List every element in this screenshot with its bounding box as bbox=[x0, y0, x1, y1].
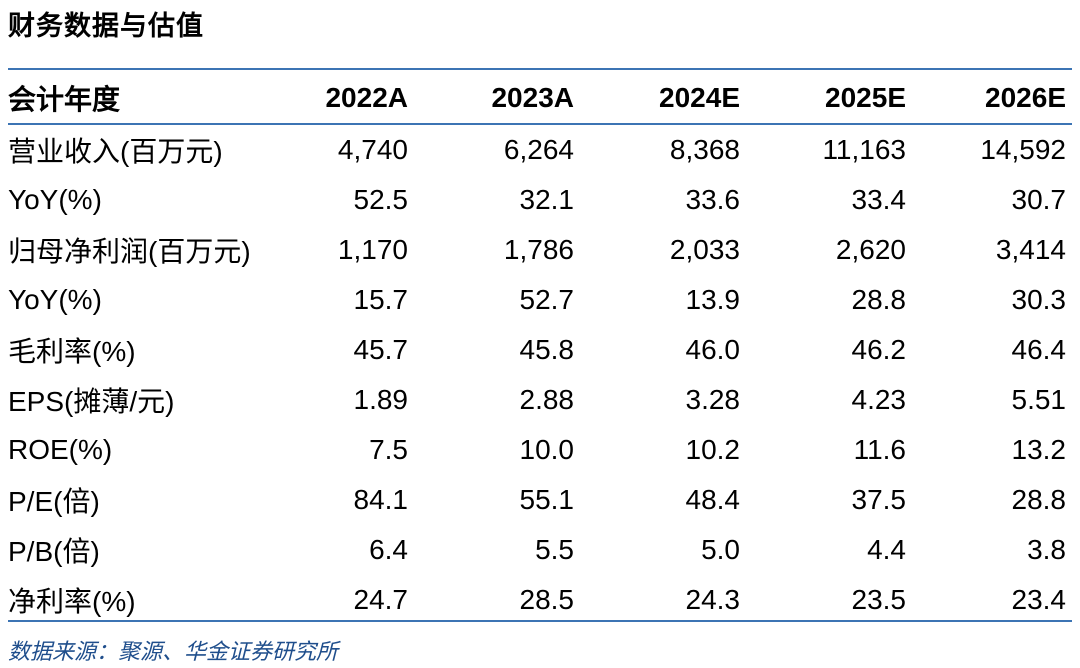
table-cell: 33.4 bbox=[851, 184, 907, 215]
table-row: 归母净利润(百万元) 1,170 1,786 2,033 2,620 3,414 bbox=[8, 225, 1072, 275]
row-label: 归母净利润(百万元) bbox=[8, 236, 251, 267]
table-cell: 5.0 bbox=[701, 534, 740, 565]
table-cell: 32.1 bbox=[519, 184, 575, 215]
row-label: P/E(倍) bbox=[8, 486, 100, 517]
row-label: 毛利率(%) bbox=[8, 336, 136, 367]
table-cell: 2.88 bbox=[519, 384, 575, 415]
header-year: 2025E bbox=[740, 72, 906, 125]
bottom-rule bbox=[8, 620, 1072, 622]
table-cell: 28.8 bbox=[1011, 484, 1067, 515]
table-cell: 4.4 bbox=[867, 534, 906, 565]
row-label: YoY(%) bbox=[8, 184, 102, 215]
table-cell: 46.0 bbox=[685, 334, 741, 365]
table-title: 财务数据与估值 bbox=[8, 11, 204, 42]
table-cell: 52.5 bbox=[353, 184, 409, 215]
header-year: 2026E bbox=[906, 72, 1072, 125]
table-cell: 11,163 bbox=[822, 134, 906, 165]
table-cell: 15.7 bbox=[353, 284, 409, 315]
table-row: YoY(%) 15.7 52.7 13.9 28.8 30.3 bbox=[8, 275, 1072, 325]
header-label: 会计年度 bbox=[8, 72, 273, 125]
table-cell: 5.5 bbox=[535, 534, 574, 565]
table-cell: 1,170 bbox=[337, 234, 408, 265]
table-cell: 8,368 bbox=[669, 134, 740, 165]
table-cell: 48.4 bbox=[685, 484, 741, 515]
table-cell: 1.89 bbox=[353, 384, 409, 415]
row-label: 营业收入(百万元) bbox=[8, 136, 223, 167]
source-note: 数据来源：聚源、华金证券研究所 bbox=[8, 640, 339, 665]
table-cell: 33.6 bbox=[685, 184, 741, 215]
table-cell: 84.1 bbox=[353, 484, 409, 515]
header-year: 2022A bbox=[273, 72, 408, 125]
table-cell: 2,033 bbox=[669, 234, 740, 265]
row-label: 净利率(%) bbox=[8, 586, 136, 617]
header-year: 2023A bbox=[408, 72, 574, 125]
table-cell: 3.28 bbox=[685, 384, 741, 415]
table-cell: 13.9 bbox=[685, 284, 741, 315]
table-cell: 7.5 bbox=[369, 434, 408, 465]
table-cell: 46.2 bbox=[851, 334, 907, 365]
table-cell: 30.7 bbox=[1011, 184, 1067, 215]
table-cell: 1,786 bbox=[503, 234, 574, 265]
table-cell: 10.2 bbox=[685, 434, 741, 465]
table-cell: 24.3 bbox=[685, 584, 741, 615]
table-cell: 5.51 bbox=[1011, 384, 1067, 415]
header-row: 会计年度 2022A 2023A 2024E 2025E 2026E bbox=[8, 72, 1072, 125]
row-label: ROE(%) bbox=[8, 434, 113, 465]
table-cell: 45.8 bbox=[519, 334, 575, 365]
table-cell: 3.8 bbox=[1027, 534, 1066, 565]
table-cell: 3,414 bbox=[995, 234, 1066, 265]
header-year: 2024E bbox=[574, 72, 740, 125]
table-cell: 30.3 bbox=[1011, 284, 1067, 315]
top-rule bbox=[8, 68, 1072, 70]
table-cell: 24.7 bbox=[353, 584, 409, 615]
table-cell: 55.1 bbox=[519, 484, 575, 515]
table-cell: 4,740 bbox=[337, 134, 408, 165]
row-label: EPS(摊薄/元) bbox=[8, 386, 175, 417]
table-cell: 37.5 bbox=[851, 484, 907, 515]
table-row: 营业收入(百万元) 4,740 6,264 8,368 11,163 14,592 bbox=[8, 124, 1072, 175]
table-cell: 28.5 bbox=[519, 584, 575, 615]
table-cell: 23.4 bbox=[1011, 584, 1067, 615]
table-cell: 46.4 bbox=[1011, 334, 1067, 365]
table-row: ROE(%) 7.5 10.0 10.2 11.6 13.2 bbox=[8, 425, 1072, 475]
table-cell: 2,620 bbox=[835, 234, 906, 265]
table-cell: 28.8 bbox=[851, 284, 907, 315]
table-cell: 6.4 bbox=[369, 534, 408, 565]
table-row: EPS(摊薄/元) 1.89 2.88 3.28 4.23 5.51 bbox=[8, 375, 1072, 425]
table-cell: 10.0 bbox=[519, 434, 575, 465]
table-row: 毛利率(%) 45.7 45.8 46.0 46.2 46.4 bbox=[8, 325, 1072, 375]
table-cell: 14,592 bbox=[980, 134, 1066, 165]
row-label: YoY(%) bbox=[8, 284, 102, 315]
table-cell: 52.7 bbox=[519, 284, 575, 315]
row-label: P/B(倍) bbox=[8, 536, 100, 567]
table-cell: 45.7 bbox=[353, 334, 409, 365]
table-cell: 6,264 bbox=[503, 134, 574, 165]
table-row: P/B(倍) 6.4 5.5 5.0 4.4 3.8 bbox=[8, 525, 1072, 575]
table-row: 净利率(%) 24.7 28.5 24.3 23.5 23.4 bbox=[8, 575, 1072, 625]
financial-table: 会计年度 2022A 2023A 2024E 2025E 2026E 营业收入(… bbox=[8, 72, 1072, 625]
table-cell: 4.23 bbox=[851, 384, 907, 415]
table-cell: 23.5 bbox=[851, 584, 907, 615]
table-cell: 11.6 bbox=[853, 434, 906, 465]
table-cell: 13.2 bbox=[1011, 434, 1067, 465]
table-row: P/E(倍) 84.1 55.1 48.4 37.5 28.8 bbox=[8, 475, 1072, 525]
table-row: YoY(%) 52.5 32.1 33.6 33.4 30.7 bbox=[8, 175, 1072, 225]
